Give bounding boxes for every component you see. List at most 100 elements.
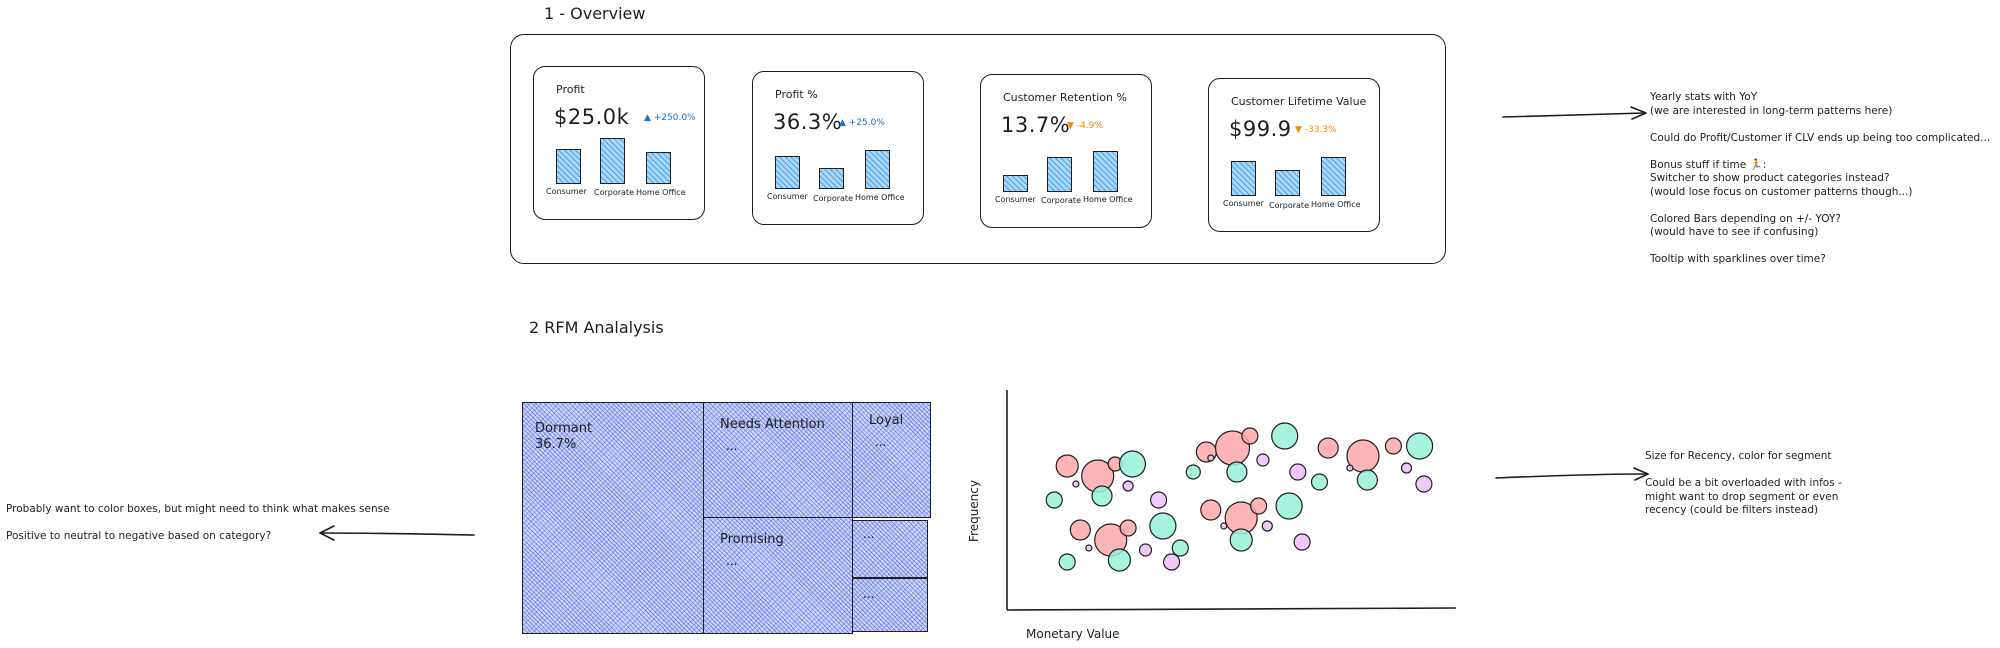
- segment-name: Loyal: [869, 413, 903, 429]
- kpi-card-profit[interactable]: Profit $25.0k ▲ +250.0% Consumer Corpora…: [533, 66, 705, 220]
- bubble-teal[interactable]: [1092, 486, 1112, 506]
- bubble-teal[interactable]: [1276, 493, 1302, 519]
- kpi-card-profit-percent[interactable]: Profit % 36.3% ▲ +25.0% Consumer Corpora…: [752, 71, 924, 225]
- kpi-bar[interactable]: [819, 168, 844, 189]
- kpi-category-label: Home Office: [1083, 195, 1133, 204]
- bubble-teal[interactable]: [1230, 529, 1252, 551]
- overview-notes-arrow: [1495, 100, 1655, 130]
- kpi-title: Profit: [556, 83, 585, 96]
- kpi-card-customer-retention[interactable]: Customer Retention % 13.7% ▼ -4.9% Consu…: [980, 74, 1152, 228]
- bubble-teal[interactable]: [1407, 433, 1433, 459]
- segment-name: Needs Attention: [720, 417, 825, 433]
- rfm-section-title: 2 RFM Analalysis: [529, 318, 664, 337]
- kpi-delta: ▲ +250.0%: [644, 113, 696, 123]
- bubble-teal[interactable]: [1357, 470, 1377, 490]
- kpi-category-label: Consumer: [995, 195, 1036, 204]
- bubble-teal[interactable]: [1312, 474, 1328, 490]
- bubble-purple[interactable]: [1140, 544, 1152, 556]
- kpi-bar[interactable]: [1321, 157, 1346, 196]
- kpi-bar[interactable]: [1003, 175, 1028, 192]
- note-spacer: [1645, 464, 1842, 478]
- kpi-value: $25.0k: [554, 105, 629, 129]
- kpi-bar[interactable]: [865, 150, 890, 189]
- kpi-bar[interactable]: [600, 138, 625, 184]
- note-line: Size for Recency, color for segment: [1645, 450, 1842, 464]
- note-line: Probably want to color boxes, but might …: [6, 503, 390, 517]
- bubble-red[interactable]: [1201, 500, 1221, 520]
- note-spacer: [1650, 118, 1990, 132]
- bubble-teal[interactable]: [1108, 549, 1130, 571]
- bubble-purple[interactable]: [1208, 455, 1214, 461]
- x-axis-line: [1007, 608, 1456, 610]
- bubble-teal[interactable]: [1227, 462, 1247, 482]
- kpi-bar[interactable]: [1047, 157, 1072, 192]
- kpi-value: $99.9: [1229, 117, 1292, 141]
- kpi-bar[interactable]: [775, 156, 800, 189]
- note-line: Could be a bit overloaded with infos -: [1645, 477, 1842, 491]
- kpi-title: Customer Retention %: [1003, 91, 1127, 104]
- treemap-box-loyal[interactable]: Loyal ...: [852, 402, 931, 518]
- treemap-label: Dormant 36.7%: [535, 421, 592, 453]
- overview-section-title: 1 - Overview: [544, 4, 645, 23]
- bubble-purple[interactable]: [1164, 554, 1180, 570]
- kpi-category-label: Consumer: [767, 192, 808, 201]
- bubble-purple[interactable]: [1402, 463, 1412, 473]
- kpi-category-label: Home Office: [636, 188, 686, 197]
- bubble-red[interactable]: [1385, 438, 1401, 454]
- bubble-purple[interactable]: [1123, 481, 1133, 491]
- bubble-purple[interactable]: [1151, 492, 1167, 508]
- bubble-red[interactable]: [1070, 520, 1090, 540]
- kpi-bar[interactable]: [1093, 151, 1118, 192]
- rfm-bubble-chart[interactable]: Monetary Value Frequency: [960, 380, 1470, 648]
- bubble-purple[interactable]: [1073, 481, 1079, 487]
- y-axis-label: Frequency: [967, 480, 981, 542]
- bubble-purple[interactable]: [1290, 464, 1306, 480]
- treemap-box-dormant[interactable]: Dormant 36.7%: [522, 402, 704, 634]
- kpi-value: 36.3%: [773, 110, 842, 134]
- kpi-category-label: Corporate: [594, 188, 634, 197]
- kpi-card-customer-lifetime-value[interactable]: Customer Lifetime Value $99.9 ▼ -33.3% C…: [1208, 78, 1380, 232]
- kpi-category-label: Corporate: [813, 194, 853, 203]
- treemap-box-promising[interactable]: Promising ...: [703, 517, 853, 634]
- segment-value: ...: [863, 527, 874, 541]
- kpi-category-label: Consumer: [546, 187, 587, 196]
- bubble-purple[interactable]: [1257, 454, 1269, 466]
- bubble-purple[interactable]: [1294, 534, 1310, 550]
- kpi-delta: ▼ -4.9%: [1067, 121, 1103, 131]
- rfm-right-notes-arrow: [1488, 462, 1658, 492]
- bubble-teal[interactable]: [1119, 451, 1145, 477]
- bubble-red[interactable]: [1242, 428, 1258, 444]
- segment-value: 36.7%: [535, 437, 592, 453]
- bubble-purple[interactable]: [1221, 523, 1227, 529]
- note-line: Colored Bars depending on +/- YOY?: [1650, 213, 1990, 227]
- bubble-purple[interactable]: [1262, 521, 1272, 531]
- note-line: (would have to see if confusing): [1650, 226, 1990, 240]
- note-line: Bonus stuff if time 🏃:: [1650, 159, 1990, 173]
- bubble-red[interactable]: [1056, 455, 1078, 477]
- bubble-teal[interactable]: [1059, 554, 1075, 570]
- bubble-teal[interactable]: [1150, 513, 1176, 539]
- segment-name: Promising: [720, 532, 784, 548]
- bubble-teal[interactable]: [1172, 540, 1188, 556]
- bubble-purple[interactable]: [1347, 465, 1353, 471]
- overview-notes: Yearly stats with YoY (we are interested…: [1650, 91, 1990, 267]
- bubble-red[interactable]: [1318, 438, 1338, 458]
- segment-name: Dormant: [535, 421, 592, 437]
- kpi-bar[interactable]: [1231, 161, 1256, 196]
- bubble-red[interactable]: [1251, 498, 1267, 514]
- treemap-box-small-2[interactable]: ...: [852, 578, 928, 632]
- kpi-delta: ▼ -33.3%: [1295, 125, 1337, 135]
- bubble-teal[interactable]: [1272, 423, 1298, 449]
- kpi-bar[interactable]: [646, 152, 671, 184]
- treemap-box-needs-attention[interactable]: Needs Attention ...: [703, 402, 853, 518]
- bubble-teal[interactable]: [1186, 465, 1200, 479]
- treemap-box-small-1[interactable]: ...: [852, 520, 928, 578]
- bubble-red[interactable]: [1120, 520, 1136, 536]
- kpi-bar[interactable]: [556, 149, 581, 184]
- note-spacer: [1650, 199, 1990, 213]
- bubble-purple[interactable]: [1416, 476, 1432, 492]
- bubble-purple[interactable]: [1086, 545, 1092, 551]
- kpi-bar[interactable]: [1275, 170, 1300, 196]
- bubble-teal[interactable]: [1046, 492, 1062, 508]
- note-line: Tooltip with sparklines over time?: [1650, 253, 1990, 267]
